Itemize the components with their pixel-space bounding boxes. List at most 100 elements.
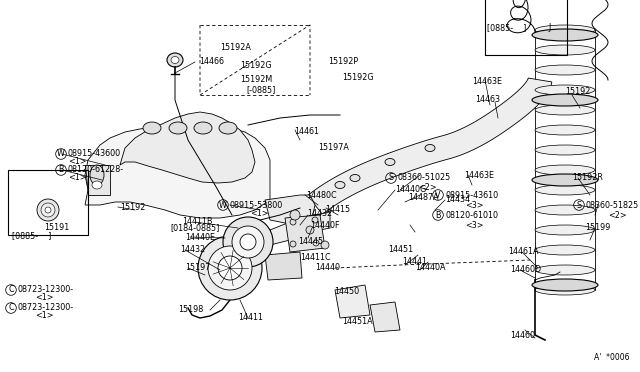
Text: <1>: <1> xyxy=(250,208,269,218)
Text: 14411: 14411 xyxy=(238,314,263,323)
Circle shape xyxy=(240,234,256,250)
Ellipse shape xyxy=(532,29,598,41)
Text: 08120-61228-: 08120-61228- xyxy=(68,166,124,174)
Circle shape xyxy=(312,217,318,223)
Text: 14463E: 14463E xyxy=(464,170,494,180)
Polygon shape xyxy=(85,124,270,218)
Text: 08723-12300-: 08723-12300- xyxy=(18,304,74,312)
Text: 14451A: 14451A xyxy=(342,317,372,327)
Text: <1>: <1> xyxy=(68,157,86,167)
Text: <1>: <1> xyxy=(35,294,54,302)
Ellipse shape xyxy=(350,174,360,182)
Circle shape xyxy=(313,240,319,246)
Ellipse shape xyxy=(532,174,598,186)
Text: <3>: <3> xyxy=(465,201,483,209)
Ellipse shape xyxy=(535,285,595,295)
Text: 14434: 14434 xyxy=(445,196,470,205)
Circle shape xyxy=(306,226,314,234)
Ellipse shape xyxy=(167,53,183,67)
Text: 15191: 15191 xyxy=(44,224,69,232)
Text: 15192G: 15192G xyxy=(240,61,271,70)
Text: 15192R: 15192R xyxy=(572,173,603,183)
Text: 15192M: 15192M xyxy=(240,76,272,84)
Ellipse shape xyxy=(532,94,598,106)
Ellipse shape xyxy=(45,207,51,213)
Text: 15198: 15198 xyxy=(178,305,204,314)
Ellipse shape xyxy=(535,225,595,235)
Ellipse shape xyxy=(535,85,595,95)
Text: <1>: <1> xyxy=(35,311,54,321)
Text: [0184-0885]: [0184-0885] xyxy=(170,224,220,232)
Polygon shape xyxy=(85,165,110,195)
Text: 14440: 14440 xyxy=(315,263,340,273)
Circle shape xyxy=(290,219,296,225)
Text: 15192: 15192 xyxy=(120,202,145,212)
Text: [-0885]: [-0885] xyxy=(246,86,275,94)
Ellipse shape xyxy=(143,122,161,134)
Text: C: C xyxy=(8,304,14,312)
Text: 14461A: 14461A xyxy=(508,247,538,257)
Text: 15192A: 15192A xyxy=(220,44,251,52)
Text: 14411B: 14411B xyxy=(182,218,212,227)
Text: 08120-61010: 08120-61010 xyxy=(445,211,498,219)
Text: [0885-    ]: [0885- ] xyxy=(12,231,51,241)
Text: 14432: 14432 xyxy=(307,208,332,218)
Text: 14411C: 14411C xyxy=(300,253,331,263)
Text: C: C xyxy=(8,285,14,295)
Ellipse shape xyxy=(535,65,595,75)
Ellipse shape xyxy=(92,181,102,189)
Text: 15199: 15199 xyxy=(585,224,611,232)
Bar xyxy=(485,0,567,55)
Text: <2>: <2> xyxy=(418,183,436,192)
Polygon shape xyxy=(308,78,552,214)
Ellipse shape xyxy=(535,145,595,155)
Ellipse shape xyxy=(532,279,598,291)
Bar xyxy=(8,170,88,235)
Text: B: B xyxy=(58,166,64,174)
Text: 08915-43600: 08915-43600 xyxy=(68,150,121,158)
Text: 08723-12300-: 08723-12300- xyxy=(18,285,74,295)
Text: 14440E: 14440E xyxy=(185,232,215,241)
Text: 14441: 14441 xyxy=(402,257,427,266)
Text: 14440G: 14440G xyxy=(395,186,426,195)
Text: B: B xyxy=(435,211,441,219)
Polygon shape xyxy=(120,112,255,183)
Text: 15197: 15197 xyxy=(185,263,211,273)
Text: J: J xyxy=(548,23,550,32)
Circle shape xyxy=(208,246,252,290)
Polygon shape xyxy=(265,252,302,280)
Ellipse shape xyxy=(385,158,395,166)
Circle shape xyxy=(290,210,300,220)
Circle shape xyxy=(218,256,242,280)
Ellipse shape xyxy=(335,182,345,189)
Ellipse shape xyxy=(90,165,104,185)
Ellipse shape xyxy=(535,105,595,115)
Ellipse shape xyxy=(425,144,435,151)
Ellipse shape xyxy=(171,57,179,64)
Text: 14460: 14460 xyxy=(510,330,535,340)
Text: 15192G: 15192G xyxy=(342,74,374,83)
Text: 14445: 14445 xyxy=(298,237,323,247)
Text: 15192: 15192 xyxy=(565,87,590,96)
Text: [0885-    ]: [0885- ] xyxy=(487,23,526,32)
Ellipse shape xyxy=(535,165,595,175)
Text: 14432: 14432 xyxy=(180,246,205,254)
Text: 14460D: 14460D xyxy=(510,266,541,275)
Circle shape xyxy=(232,226,264,258)
Text: S: S xyxy=(388,173,394,183)
Polygon shape xyxy=(285,215,325,252)
Text: 08915-43610: 08915-43610 xyxy=(445,190,498,199)
Ellipse shape xyxy=(219,122,237,134)
Text: 08915-53800: 08915-53800 xyxy=(230,201,284,209)
Text: 14450: 14450 xyxy=(334,288,359,296)
Ellipse shape xyxy=(535,185,595,195)
Text: 14463E: 14463E xyxy=(472,77,502,87)
Circle shape xyxy=(223,217,273,267)
Text: 14440F: 14440F xyxy=(310,221,339,230)
Text: A'  *0006: A' *0006 xyxy=(595,353,630,362)
Ellipse shape xyxy=(535,245,595,255)
Circle shape xyxy=(290,241,296,247)
Ellipse shape xyxy=(535,125,595,135)
Polygon shape xyxy=(270,212,330,245)
Polygon shape xyxy=(335,285,370,318)
